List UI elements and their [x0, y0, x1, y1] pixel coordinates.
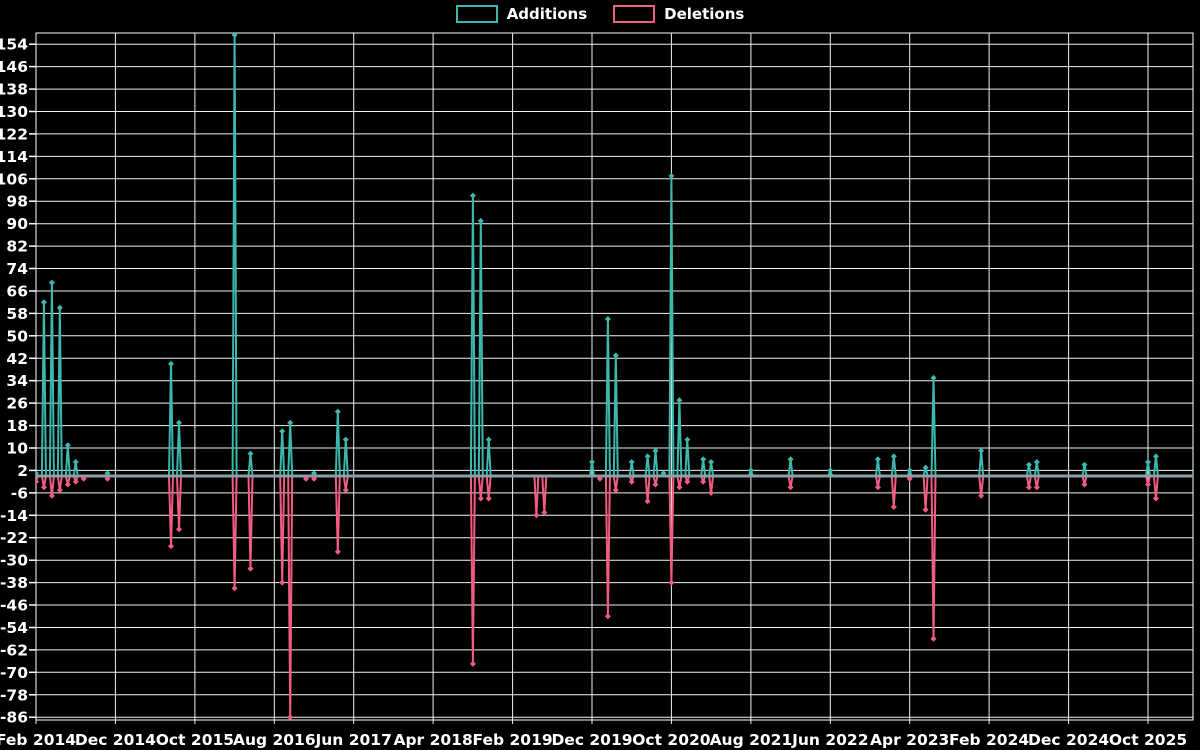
legend-item-additions: Additions — [455, 5, 588, 23]
svg-text:Dec 2019: Dec 2019 — [551, 731, 632, 749]
svg-text:138: 138 — [0, 81, 28, 99]
svg-text:42: 42 — [6, 350, 28, 368]
chart-legend: Additions Deletions — [0, 5, 1200, 23]
svg-text:66: 66 — [6, 283, 28, 301]
svg-text:Oct 2025: Oct 2025 — [1109, 731, 1187, 749]
svg-text:26: 26 — [6, 395, 28, 413]
svg-text:106: 106 — [0, 170, 28, 188]
svg-text:Apr 2018: Apr 2018 — [393, 731, 472, 749]
svg-text:-70: -70 — [0, 664, 28, 682]
svg-text:-54: -54 — [0, 619, 28, 637]
svg-text:Aug 2021: Aug 2021 — [710, 731, 793, 749]
svg-text:-22: -22 — [0, 529, 28, 547]
svg-text:18: 18 — [6, 417, 28, 435]
svg-text:-46: -46 — [0, 597, 28, 615]
legend-item-deletions: Deletions — [613, 5, 744, 23]
svg-text:Oct 2015: Oct 2015 — [156, 731, 234, 749]
svg-text:34: 34 — [6, 372, 28, 390]
svg-text:82: 82 — [6, 238, 28, 256]
svg-text:Feb 2014: Feb 2014 — [0, 731, 76, 749]
svg-text:-62: -62 — [0, 641, 28, 659]
svg-text:122: 122 — [0, 125, 28, 143]
svg-text:114: 114 — [0, 148, 28, 166]
additions-swatch-icon — [455, 5, 498, 23]
svg-text:Feb 2024: Feb 2024 — [949, 731, 1029, 749]
svg-text:2: 2 — [17, 462, 28, 480]
svg-text:10: 10 — [6, 440, 28, 458]
svg-text:Dec 2024: Dec 2024 — [1028, 731, 1109, 749]
svg-text:Feb 2019: Feb 2019 — [473, 731, 553, 749]
svg-text:154: 154 — [0, 36, 28, 54]
svg-text:-38: -38 — [0, 574, 28, 592]
svg-text:-78: -78 — [0, 686, 28, 704]
svg-text:130: 130 — [0, 103, 28, 121]
svg-text:Jun 2022: Jun 2022 — [791, 731, 868, 749]
svg-text:Dec 2014: Dec 2014 — [75, 731, 156, 749]
svg-text:146: 146 — [0, 58, 28, 76]
svg-text:Apr 2023: Apr 2023 — [870, 731, 949, 749]
svg-text:90: 90 — [6, 215, 28, 233]
svg-text:Aug 2016: Aug 2016 — [233, 731, 316, 749]
svg-text:Oct 2020: Oct 2020 — [632, 731, 711, 749]
svg-text:-30: -30 — [0, 552, 28, 570]
svg-text:-14: -14 — [0, 507, 28, 525]
legend-label-deletions: Deletions — [664, 5, 745, 23]
svg-text:58: 58 — [6, 305, 28, 323]
svg-text:-86: -86 — [0, 709, 28, 727]
svg-text:50: 50 — [6, 327, 28, 345]
svg-text:Jun 2017: Jun 2017 — [315, 731, 392, 749]
svg-text:98: 98 — [6, 193, 28, 211]
legend-label-additions: Additions — [506, 5, 588, 23]
svg-text:74: 74 — [6, 260, 28, 278]
svg-text:-6: -6 — [11, 484, 28, 502]
deletions-swatch-icon — [613, 5, 656, 23]
